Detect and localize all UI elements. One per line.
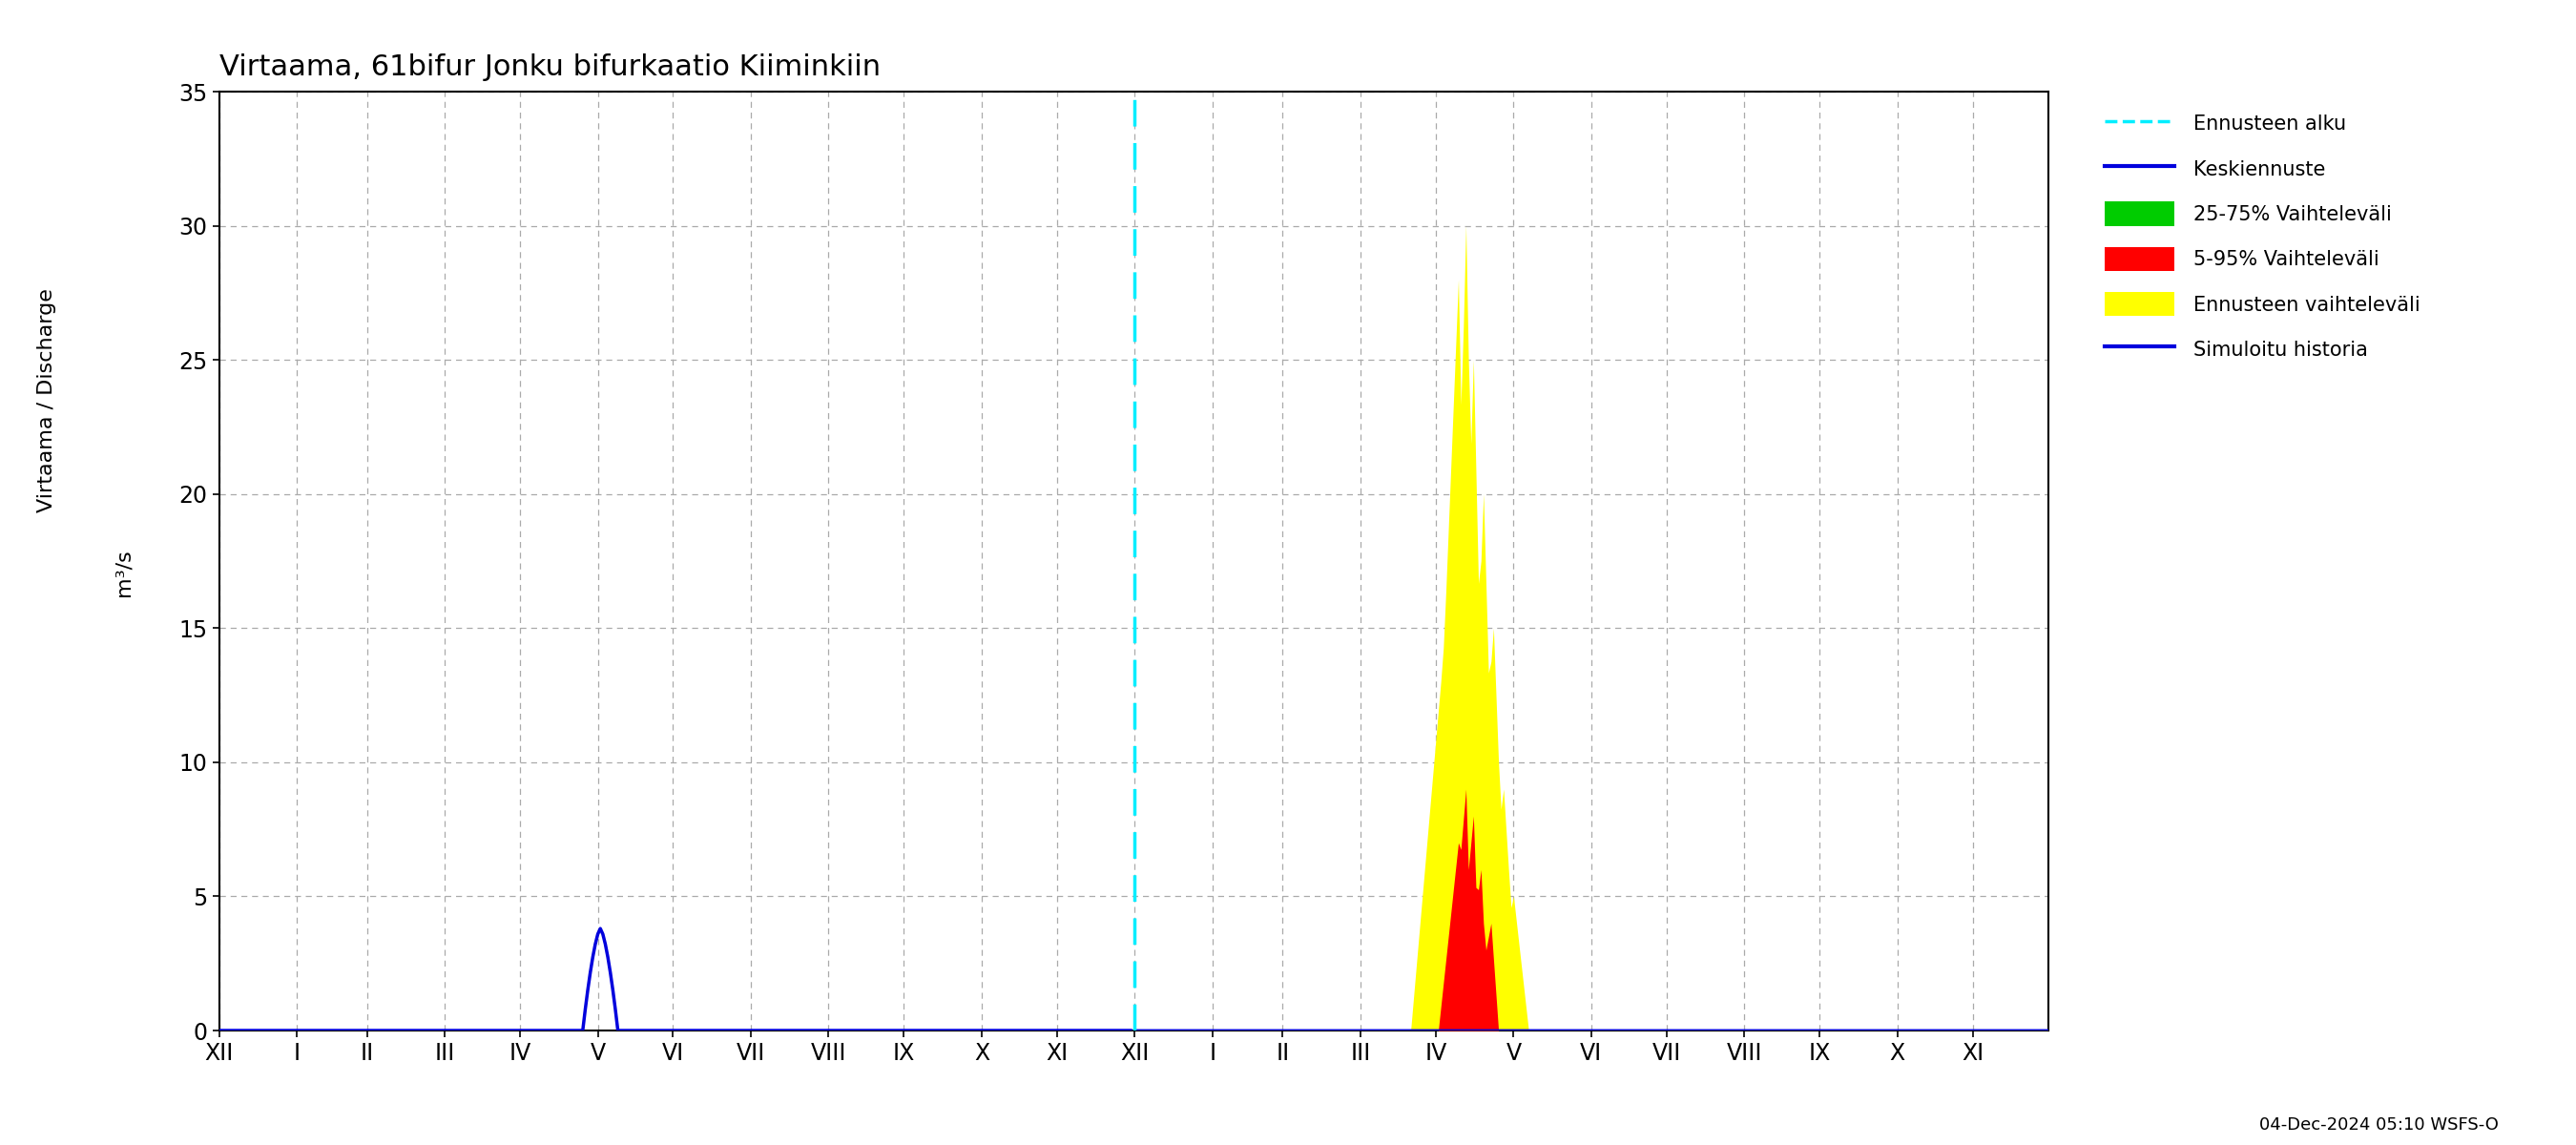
Text: Virtaama / Discharge: Virtaama / Discharge [36,289,57,513]
Text: m³/s: m³/s [113,548,134,597]
Legend: Ennusteen alku, Keskiennuste, 25-75% Vaihteleväli, 5-95% Vaihteleväli, Ennusteen: Ennusteen alku, Keskiennuste, 25-75% Vai… [2094,102,2432,371]
Text: 04-Dec-2024 05:10 WSFS-O: 04-Dec-2024 05:10 WSFS-O [2259,1116,2499,1134]
Text: Virtaama, 61bifur Jonku bifurkaatio Kiiminkiin: Virtaama, 61bifur Jonku bifurkaatio Kiim… [219,54,881,81]
